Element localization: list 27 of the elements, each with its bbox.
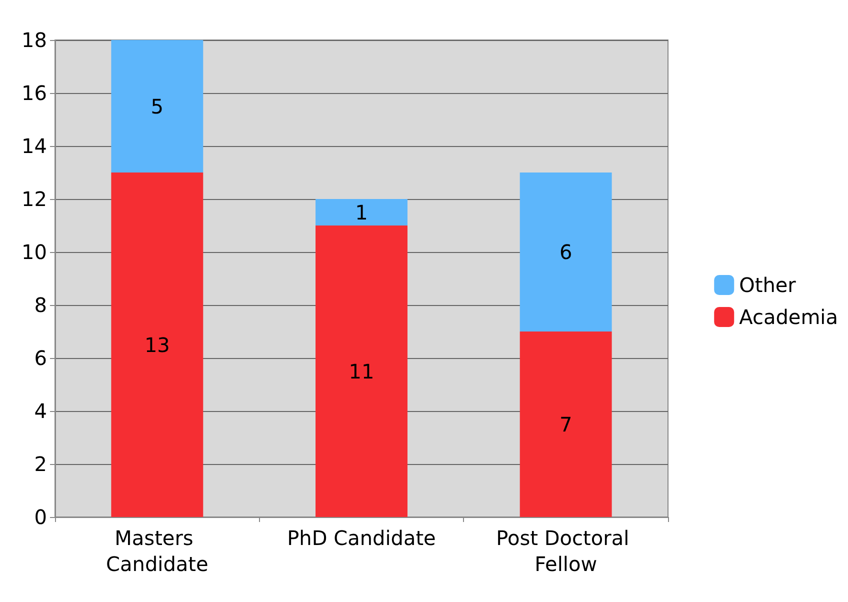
y-tick-label: 0	[34, 505, 47, 529]
bar	[520, 332, 612, 517]
x-tick-label: Post Doctoral Fellow	[496, 526, 636, 576]
bar	[520, 172, 612, 332]
bar	[111, 172, 204, 517]
data-label: 1	[355, 200, 368, 224]
data-label: 7	[559, 412, 572, 436]
legend-label: Academia	[739, 305, 838, 329]
x-tick-label: PhD Candidate	[287, 526, 436, 550]
y-tick-label: 18	[22, 28, 47, 52]
x-tick-label: Masters Candidate	[106, 526, 208, 576]
data-label: 13	[144, 332, 170, 357]
legend-label: Other	[739, 273, 797, 297]
y-tick-label: 12	[22, 187, 47, 211]
data-label: 6	[559, 240, 572, 264]
data-label: 11	[348, 359, 374, 384]
bar	[316, 199, 408, 226]
bar	[111, 40, 204, 172]
data-label: 5	[150, 94, 164, 118]
y-tick-label: 6	[34, 346, 47, 370]
bar	[316, 226, 408, 517]
y-tick-label: 16	[22, 81, 47, 105]
y-tick-label: 14	[22, 134, 47, 158]
y-tick-label: 2	[34, 452, 47, 476]
y-tick-label: 4	[34, 399, 47, 423]
y-tick-label: 8	[34, 293, 47, 317]
y-tick-label: 10	[22, 240, 47, 264]
